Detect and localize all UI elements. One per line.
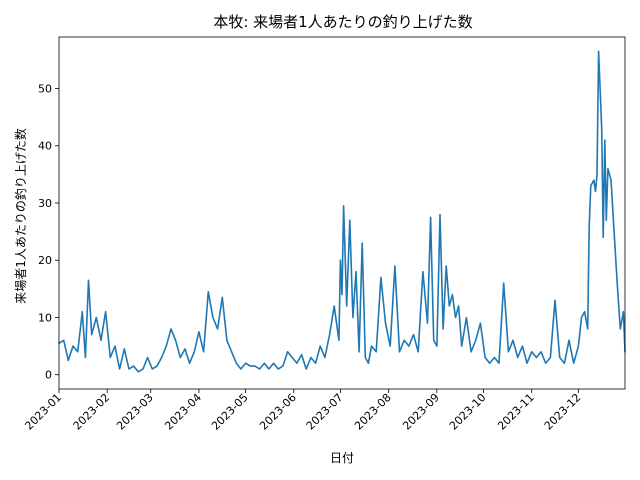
plot-frame — [58, 36, 626, 390]
y-tick-label: 0 — [45, 369, 52, 382]
y-axis-ticks: 0 10 20 30 40 50 — [38, 83, 59, 382]
y-tick-label: 40 — [38, 140, 52, 153]
x-tick-label: 2023-05 — [209, 391, 251, 433]
x-tick-label: 2023-08 — [352, 391, 394, 433]
x-tick-label: 2023-11 — [495, 391, 537, 433]
y-tick-label: 20 — [38, 254, 52, 267]
x-tick-label: 2023-03 — [114, 391, 156, 433]
x-tick-label: 2023-12 — [542, 391, 584, 433]
plot-area: 0 10 20 30 40 50 2023-01 2023-02 2023-03 2023-04… — [22, 36, 626, 433]
x-tick-label: 2023-07 — [304, 391, 346, 433]
x-tick-label: 2023-06 — [257, 391, 299, 433]
x-tick-label: 2023-09 — [400, 391, 442, 433]
y-tick-label: 10 — [38, 311, 52, 324]
x-tick-label: 2023-01 — [22, 391, 64, 433]
x-axis-label: 日付 — [330, 451, 354, 465]
x-tick-label: 2023-10 — [447, 391, 489, 433]
x-tick-label: 2023-02 — [71, 391, 113, 433]
x-axis-ticks: 2023-01 2023-02 2023-03 2023-04 2023-05 2023-… — [22, 389, 583, 433]
y-tick-label: 50 — [38, 83, 52, 96]
y-tick-label: 30 — [38, 197, 52, 210]
y-axis-label: 来場者1人あたりの釣り上げた数 — [13, 128, 28, 304]
x-tick-label: 2023-04 — [162, 391, 204, 433]
series-line — [58, 50, 626, 373]
chart-title: 本牧: 来場者1人あたりの釣り上げた数 — [213, 13, 472, 31]
